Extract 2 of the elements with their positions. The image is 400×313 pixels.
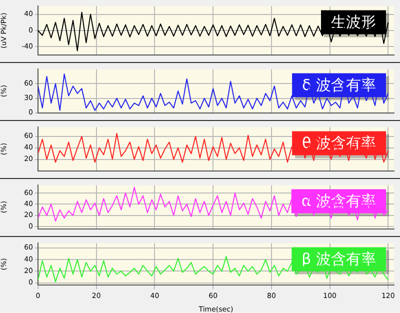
series-label: 生波形 (331, 13, 376, 32)
series-label: β 波含有率 (302, 250, 376, 268)
